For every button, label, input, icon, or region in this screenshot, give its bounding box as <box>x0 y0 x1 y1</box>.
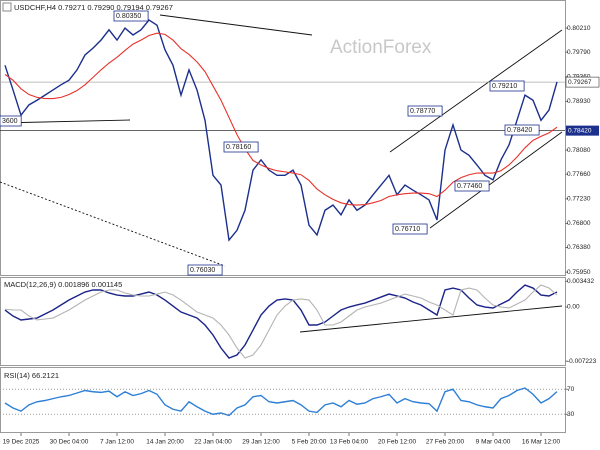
y-tick-label: 0.78080 <box>567 147 591 154</box>
y-tick-label: 0.80210 <box>567 25 591 32</box>
y-tick-label: 0.75950 <box>567 269 591 276</box>
rsi-frame <box>0 367 566 433</box>
annotation-box <box>392 223 428 235</box>
annotation: 0.78160 <box>226 144 251 151</box>
panel-title: MACD(12,26,9) 0.001896 0.001145 <box>4 280 122 289</box>
y-tick-label: 30 <box>567 411 575 418</box>
x-tick-label: 20 Feb 12:00 <box>378 439 417 446</box>
annotation: 0.79210 <box>492 83 517 90</box>
annotation: 0.76710 <box>395 226 420 233</box>
trend-line <box>0 119 131 124</box>
trend-line <box>0 181 226 267</box>
series-line <box>4 284 558 359</box>
panel-title: RSI(14) 66.2121 <box>4 371 59 380</box>
annotation: 0.77460 <box>457 183 482 190</box>
panel-frames <box>0 0 566 433</box>
annotation-box <box>0 115 22 127</box>
level-label: 0.78420 <box>568 127 592 134</box>
last-price-box <box>565 76 600 88</box>
macd-frame <box>0 277 566 366</box>
x-tick-label: 16 Mar 12:00 <box>522 439 561 446</box>
x-tick-label: 14 Jan 20:00 <box>146 439 184 446</box>
y-tick-label: 0.79790 <box>567 49 591 56</box>
level-box <box>566 125 599 136</box>
annotation-box <box>113 10 149 22</box>
panel-title: USDCHF,H4 0.79271 0.79290 0.79194 0.7926… <box>14 3 173 12</box>
y-tick-label: 0.76380 <box>567 244 591 251</box>
annotation: 0.78770 <box>410 108 435 115</box>
y-tick-label: 0.77660 <box>567 171 591 178</box>
annotation: 0.76030 <box>190 267 215 274</box>
annotation: 0.78420 <box>507 127 532 134</box>
y-tick-label: 70 <box>567 386 575 393</box>
y-tick-label: -0.007223 <box>567 358 597 365</box>
annotation-box <box>454 180 490 192</box>
trend-line <box>159 14 313 36</box>
last-price-label: 0.79267 <box>568 79 592 86</box>
y-tick-label: 0.77230 <box>567 196 591 203</box>
y-tick-label: 0.78930 <box>567 98 591 105</box>
series-line <box>4 19 558 242</box>
series-line <box>4 284 558 359</box>
x-tick-label: 7 Jan 12:00 <box>100 439 134 446</box>
annotation-box <box>223 141 259 153</box>
annotation-box <box>504 124 540 136</box>
series-line <box>4 32 558 206</box>
annotation: 0.80350 <box>116 13 141 20</box>
x-tick-label: 22 Jan 04:00 <box>194 439 232 446</box>
x-tick-label: 29 Jan 12:00 <box>242 439 280 446</box>
macd-trend-line <box>299 305 563 333</box>
annotation-box <box>407 105 443 117</box>
y-tick-label: 0.00 <box>567 304 580 311</box>
trend-lines <box>0 14 563 333</box>
x-tick-label: 9 Mar 04:00 <box>476 439 511 446</box>
annotation-box <box>489 80 525 92</box>
x-tick-label: 30 Dec 04:00 <box>50 439 89 446</box>
series-line <box>4 387 558 417</box>
watermark: ActionForex <box>330 37 432 58</box>
annotation-box <box>187 264 223 276</box>
main-frame <box>0 0 566 276</box>
x-tick-label: 19 Dec 2025 <box>3 439 40 446</box>
symbol-icon <box>2 2 12 12</box>
annotation: 3600 <box>2 118 18 125</box>
y-tick-label: 0.76800 <box>567 220 591 227</box>
channel-line <box>389 29 563 153</box>
x-tick-label: 13 Feb 04:00 <box>330 439 369 446</box>
channel-line <box>429 131 563 229</box>
x-tick-label: 27 Feb 20:00 <box>426 439 465 446</box>
y-tick-label: 0.003432 <box>567 278 594 285</box>
x-tick-label: 5 Feb 20:00 <box>292 439 327 446</box>
